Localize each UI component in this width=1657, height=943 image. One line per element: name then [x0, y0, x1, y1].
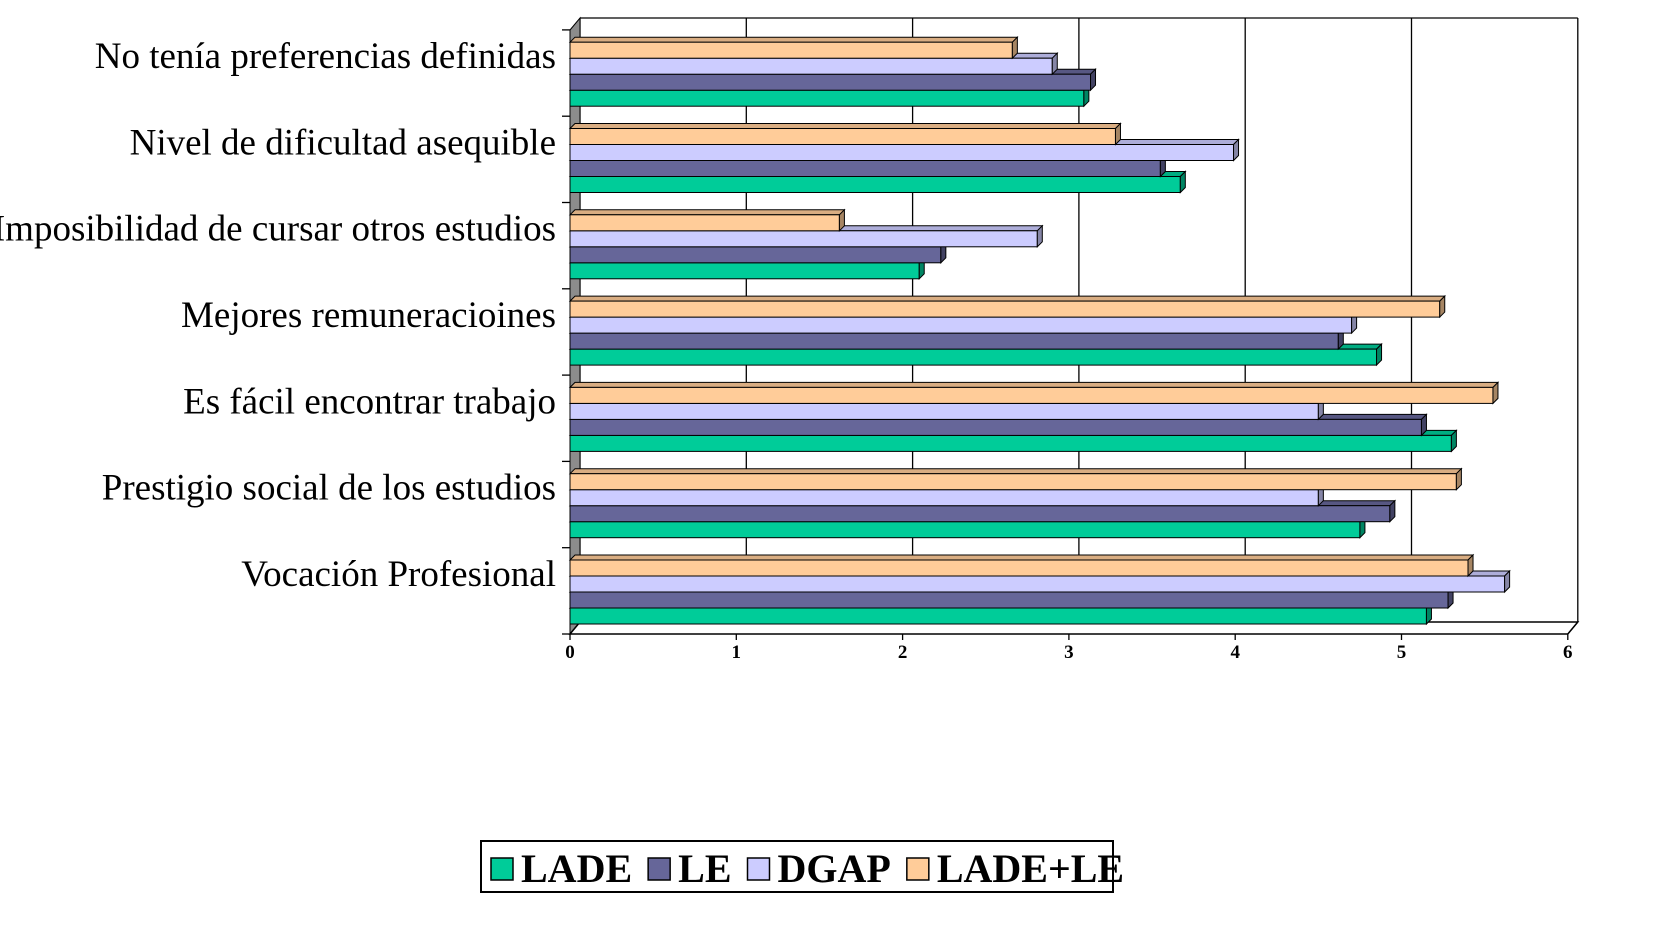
bar [569, 300, 1441, 318]
x-axis-ticks: 0 1 2 3 4 5 6 [565, 634, 1573, 663]
bar-side [1233, 138, 1240, 162]
bar [569, 73, 1092, 91]
bar-side [1420, 413, 1427, 437]
category-label: Imposibilidad de cursar otros estudios [0, 209, 556, 250]
legend-box [480, 840, 1114, 893]
bar [569, 144, 1235, 161]
bar-side [1492, 381, 1499, 405]
category-label: Vocación Profesional [241, 554, 556, 595]
legend-label: DGAP [778, 846, 891, 891]
bar [569, 332, 1339, 350]
bar-side [1179, 170, 1186, 194]
bar [569, 262, 920, 280]
bar [569, 402, 1319, 420]
bar-side [1011, 35, 1018, 60]
bar-top [568, 554, 1475, 561]
x-tick-label: 4 [1230, 642, 1240, 663]
category-label: Nivel de dificultad asequible [130, 122, 556, 163]
legend-swatch [490, 857, 514, 881]
bar [569, 57, 1053, 75]
bar-side [1090, 67, 1097, 92]
legend-label: LADE+LE [937, 846, 1124, 891]
x-tick-label: 6 [1563, 642, 1573, 663]
bar [569, 505, 1391, 523]
bar-side [1051, 51, 1058, 76]
legend: LADE LE DGAP LADE+LE [480, 840, 1124, 893]
bars [568, 35, 1511, 626]
x-tick-label: 5 [1397, 642, 1407, 663]
bar-top [568, 381, 1500, 388]
category-label: Es fácil encontrar trabajo [183, 381, 556, 422]
bar [569, 128, 1116, 145]
bar [569, 607, 1427, 625]
x-tick-label: 1 [732, 642, 742, 663]
bar-side [1389, 499, 1396, 523]
x-tick-label: 3 [1064, 642, 1074, 663]
bar [569, 214, 840, 232]
bar-side [1467, 553, 1474, 578]
bar-side [1455, 467, 1462, 491]
bar [569, 575, 1506, 593]
category-label: No tenía preferencias definidas [95, 36, 556, 77]
bar-side [1036, 224, 1043, 249]
bar-side [1376, 342, 1383, 367]
bar-top [568, 36, 1019, 43]
bar [569, 348, 1378, 366]
bar-side [1114, 122, 1121, 146]
bar [569, 176, 1181, 193]
legend-swatch [906, 857, 930, 881]
bar [569, 41, 1013, 59]
category-label: Mejores remuneracioines [181, 295, 556, 336]
bar [569, 386, 1494, 404]
x-tick-label: 0 [565, 642, 575, 663]
bar-top [568, 295, 1446, 302]
bar [569, 473, 1457, 491]
bar-side [1439, 294, 1446, 319]
bar [569, 521, 1361, 539]
legend-swatch [647, 857, 671, 881]
legend-label: LE [678, 846, 731, 891]
bar [569, 489, 1319, 507]
bar-side [1504, 569, 1511, 594]
bar [569, 434, 1452, 452]
bar [569, 230, 1038, 248]
bar-top [568, 468, 1463, 475]
bar [569, 418, 1422, 436]
bar [569, 89, 1085, 107]
legend-label: LADE [521, 846, 632, 891]
legend-swatch [746, 857, 771, 881]
bar-side [838, 208, 845, 233]
category-labels: Vocación Profesional Prestigio social de … [0, 36, 556, 595]
bar-side [1450, 429, 1457, 453]
x-tick-label: 2 [898, 642, 908, 663]
bar [569, 316, 1353, 334]
bar-top [568, 209, 846, 216]
category-label: Prestigio social de los estudios [102, 468, 556, 509]
bar [569, 591, 1449, 609]
bar-top [568, 123, 1122, 129]
bar [569, 246, 942, 264]
bar [569, 559, 1469, 577]
bar [569, 160, 1161, 177]
